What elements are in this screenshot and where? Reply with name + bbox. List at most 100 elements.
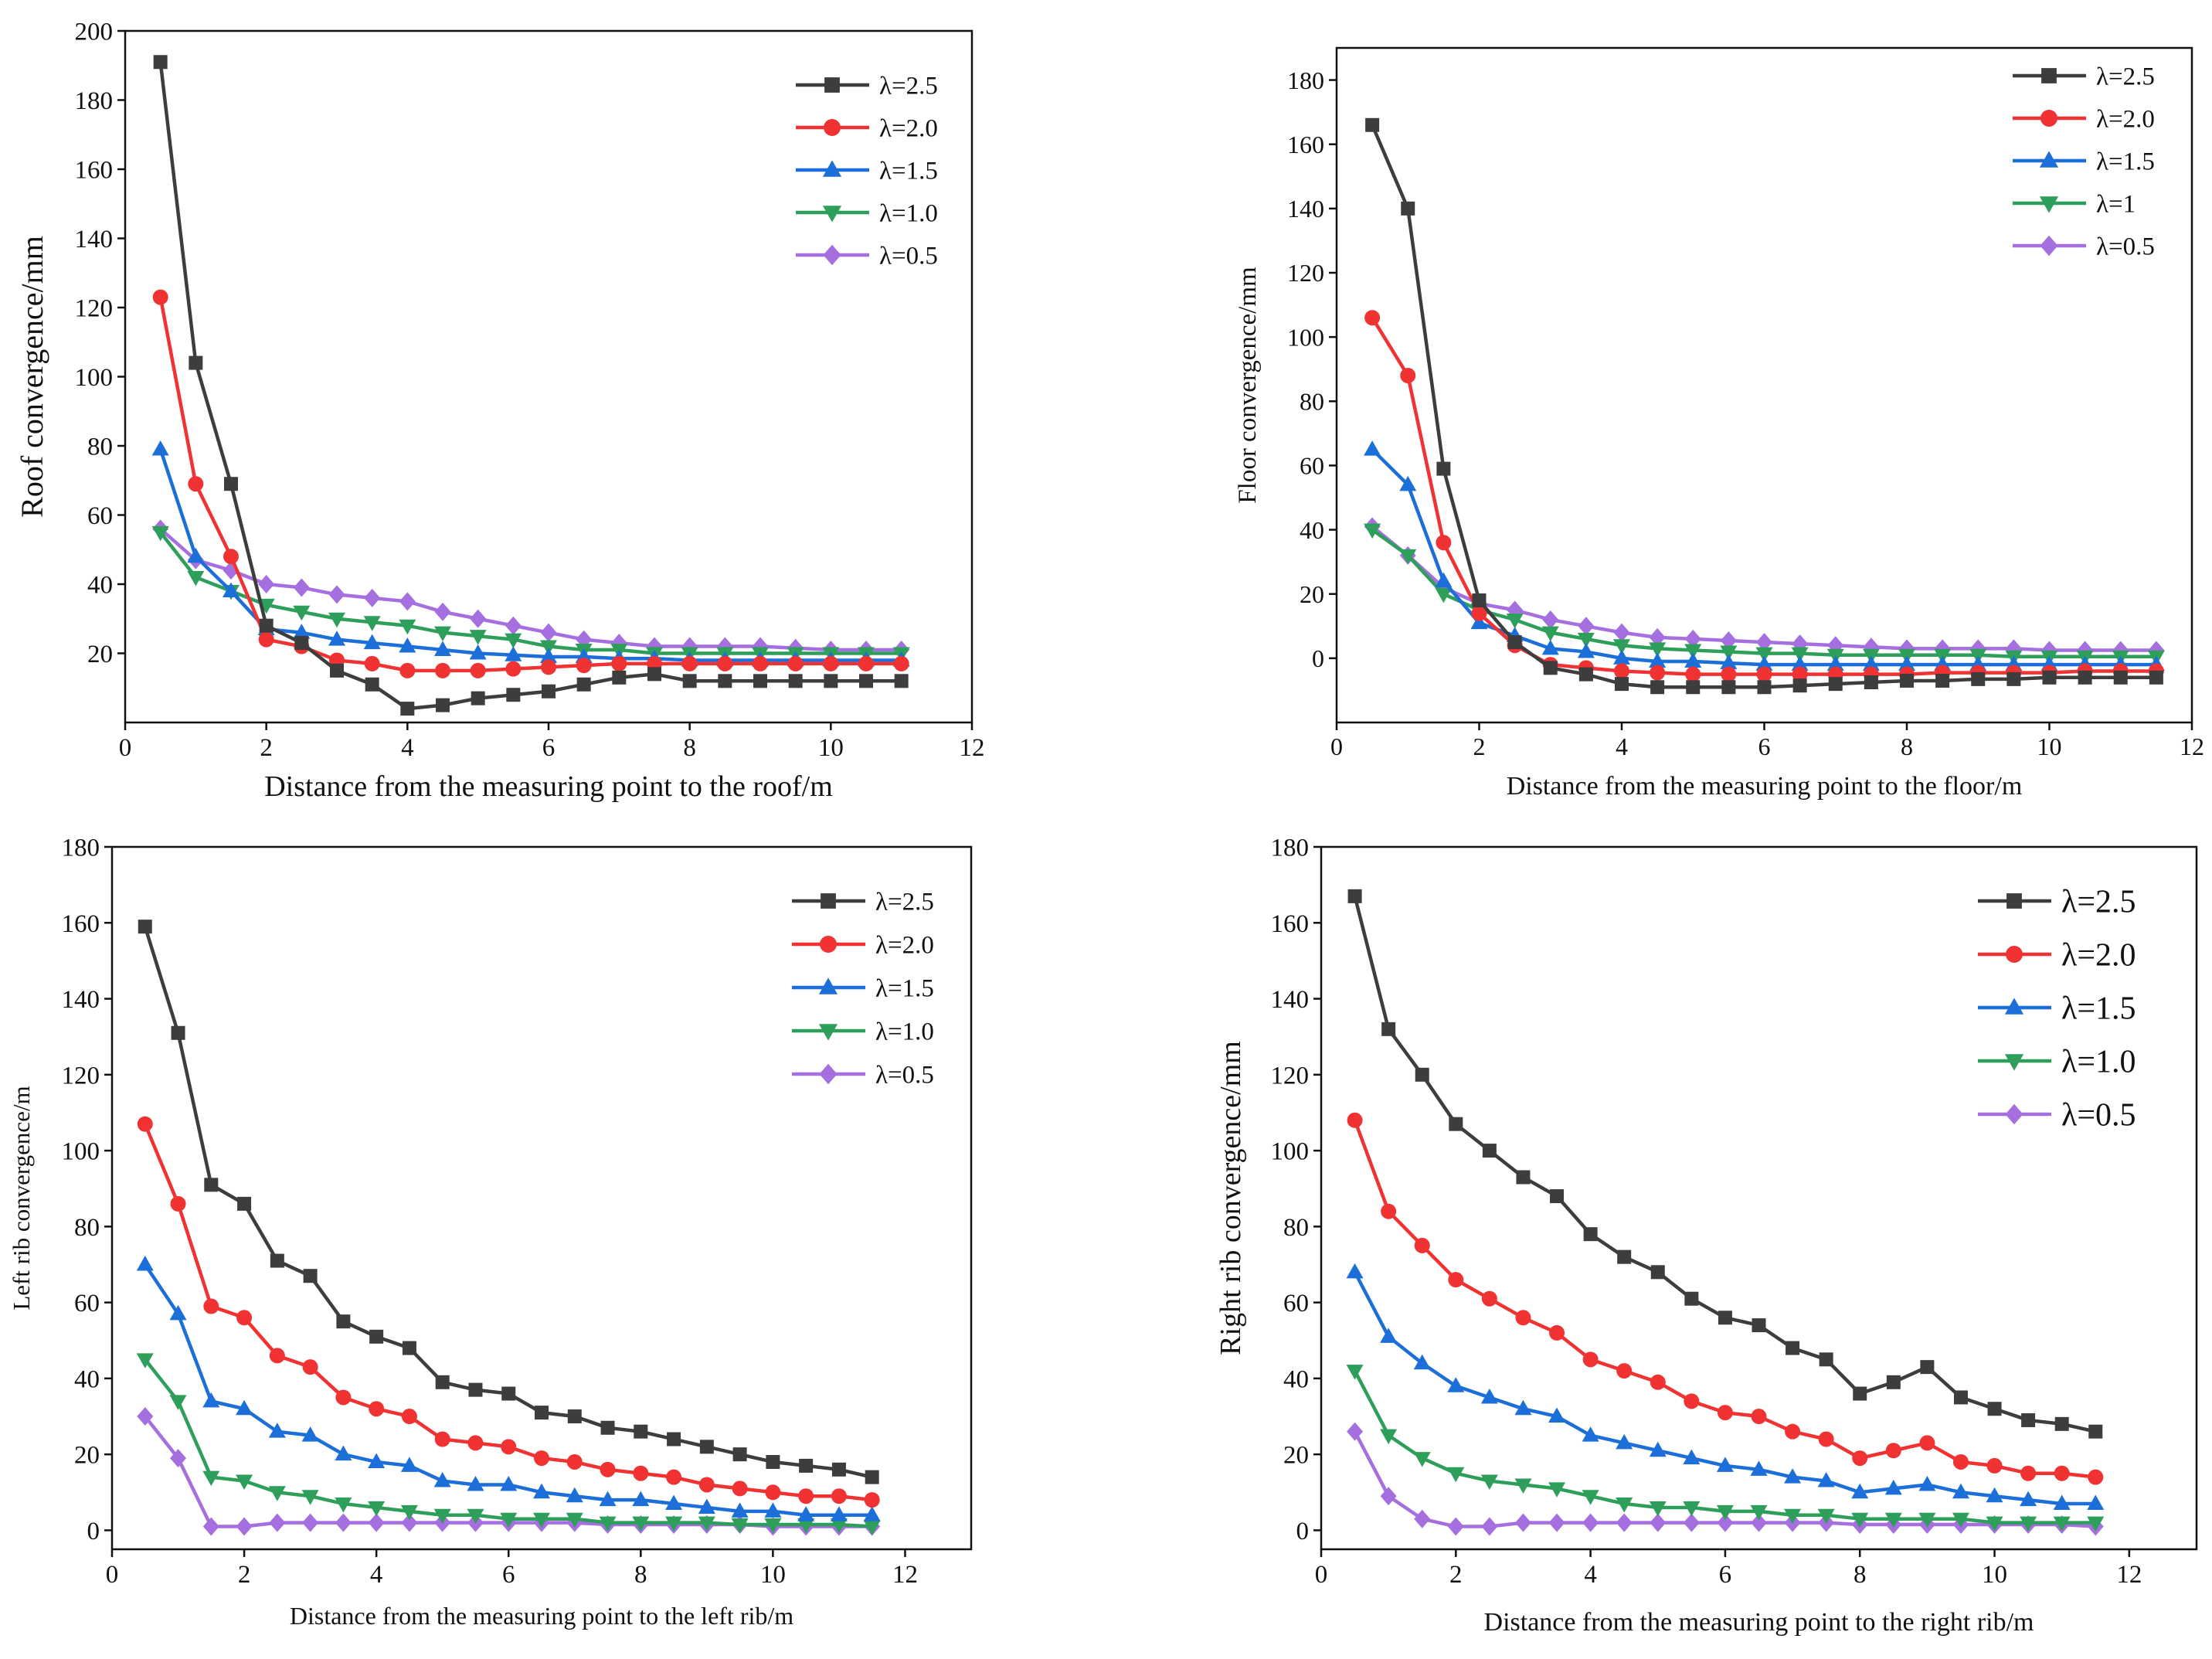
data-point [505,661,522,677]
data-point [1364,310,1381,326]
data-point [682,674,697,688]
data-point [1918,1512,1936,1528]
data-point [1683,1501,1701,1517]
data-point [1472,593,1487,608]
data-point [399,619,416,635]
y-tick-label: 160 [1271,910,1310,938]
data-point [1785,1423,1801,1440]
data-point [858,655,874,671]
legend-label: λ=1.0 [875,1018,934,1046]
x-tick-label: 10 [1982,1561,2007,1589]
data-point [434,1431,450,1447]
data-point [223,582,240,597]
series-line-1.5 [1371,448,2156,667]
data-point [1862,655,1880,671]
data-point [400,1457,418,1472]
series-2.5 [138,920,879,1484]
data-point [1613,649,1630,665]
legend-marker [2005,1103,2023,1125]
y-tick-label: 160 [1287,131,1324,158]
legend-label: λ=2.0 [2096,106,2155,134]
data-point [698,1477,715,1493]
data-point [2113,670,2128,685]
data-point [535,1406,549,1420]
series-2.0 [137,1116,880,1508]
data-point [335,1445,352,1461]
data-point [1751,1513,1767,1532]
data-point [667,1432,681,1447]
y-tick-label: 120 [75,295,114,323]
legend-marker [2039,151,2059,168]
legend-label: λ=1.0 [2061,1045,2136,1080]
data-point [1920,1360,1935,1375]
data-point [236,1474,253,1491]
data-point [1757,680,1772,695]
series-line-2.0 [1353,1119,2096,1479]
data-point [434,602,451,621]
x-tick-label: 0 [119,734,132,762]
x-tick-label: 12 [2116,1561,2142,1589]
data-point [170,1195,186,1212]
data-point [436,698,450,712]
data-point [1649,642,1667,658]
x-tick-label: 4 [401,734,414,762]
data-point [1851,1483,1869,1499]
data-point [1414,1509,1431,1528]
data-point [1685,666,1701,682]
data-point [1616,1433,1633,1450]
data-point [764,1502,782,1518]
legend-marker [823,244,841,266]
data-point [1616,1498,1633,1513]
data-point [797,1506,815,1521]
data-point [2088,1424,2103,1439]
data-point [301,1426,319,1442]
data-point [467,1508,484,1525]
data-point [732,1481,748,1497]
plot-frame [110,845,973,1551]
series-2.5 [1347,889,2103,1439]
data-point [1549,1324,1565,1341]
data-point [224,477,238,491]
data-point [223,549,239,565]
data-point [301,1490,319,1505]
data-point [1413,1452,1431,1467]
data-point [1987,1402,2002,1416]
y-tick-label: 60 [1300,452,1324,480]
data-point [1380,1328,1398,1343]
data-point [2087,1516,2105,1532]
series-line-2.0 [158,297,902,673]
y-tick-label: 140 [75,226,114,253]
data-point [187,547,205,563]
data-point [566,1453,583,1470]
data-point [1613,623,1630,642]
data-point [1550,1189,1565,1204]
data-point [1615,677,1629,692]
legend-marker [818,977,838,994]
x-tick-label: 8 [683,734,696,762]
data-point [788,674,803,688]
data-point [1401,201,1415,216]
data-point [753,655,768,671]
data-point [1683,1513,1700,1532]
series-line-0.5 [159,527,902,652]
data-point [1750,1460,1768,1476]
data-point [1756,666,1772,682]
data-point [1717,1513,1734,1532]
data-point [1346,1365,1364,1380]
data-point [434,626,451,642]
series-layer [151,55,910,716]
y-tick-label: 180 [1287,66,1324,94]
data-point [787,655,804,671]
data-point [203,1298,219,1314]
data-point [1415,1067,1429,1082]
data-point [1750,1504,1768,1521]
data-point [1786,1341,1800,1355]
data-point [1683,1449,1701,1465]
plot-frame [1320,845,2198,1551]
legend-label: λ=2.0 [2061,938,2136,974]
data-point [1721,680,1736,695]
data-point [268,1486,286,1501]
data-point [269,1513,286,1532]
data-point [189,355,203,370]
series-line-1.0 [1353,1370,2096,1525]
